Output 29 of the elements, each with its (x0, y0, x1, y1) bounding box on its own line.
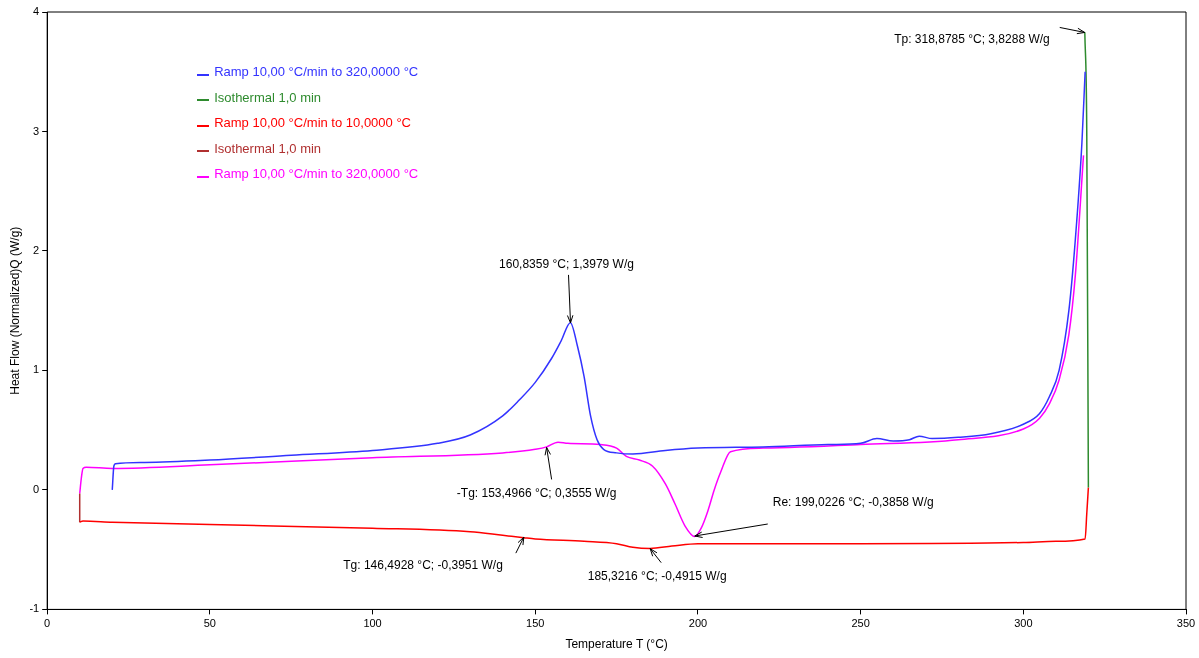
x-tick-label: 0 (44, 617, 51, 630)
line-series (78, 154, 1085, 538)
legend-label: Isothermal 1,0 min (214, 140, 322, 156)
annotation: Tg: 146,4928 °C; -0,3951 W/g (343, 558, 503, 573)
x-axis-title: Temperature T (°C) (565, 637, 668, 652)
annotation: Tp: 318,8785 °C; 3,8288 W/g (894, 31, 1050, 46)
legend-label: Isothermal 1,0 min (214, 89, 322, 105)
y-tick-label: 0 (33, 482, 40, 495)
x-tick-label: 300 (1014, 617, 1033, 630)
x-tick-label: 200 (688, 617, 708, 630)
x-tick-label: 150 (526, 617, 545, 630)
y-tick-label: 2 (33, 243, 40, 256)
y-tick-label: -1 (29, 602, 40, 615)
annotation: -Tg: 153,4966 °C; 0,3555 W/g (456, 485, 617, 500)
annotation: 185,3216 °C; -0,4915 W/g (587, 568, 727, 583)
legend-label: Ramp 10,00 °C/min to 10,0000 °C (214, 115, 412, 131)
y-tick-label: 4 (33, 5, 40, 18)
legend-label: Ramp 10,00 °C/min to 320,0000 °C (214, 166, 419, 182)
annotation: 160,8359 °C; 1,3979 W/g (499, 257, 634, 272)
y-tick-label: 3 (33, 124, 40, 137)
line-series (78, 486, 1090, 550)
annotation: Re: 199,0226 °C; -0,3858 W/g (772, 495, 934, 510)
y-axis-title: Heat Flow (Normalized)Q (W/g) (7, 226, 22, 395)
x-tick-label: 350 (1176, 617, 1196, 630)
y-tick-label: 1 (33, 363, 40, 376)
x-tick-label: 100 (363, 617, 382, 630)
x-tick-label: 250 (851, 617, 870, 630)
x-tick-label: 50 (203, 617, 216, 630)
legend-label: Ramp 10,00 °C/min to 320,0000 °C (214, 64, 419, 80)
